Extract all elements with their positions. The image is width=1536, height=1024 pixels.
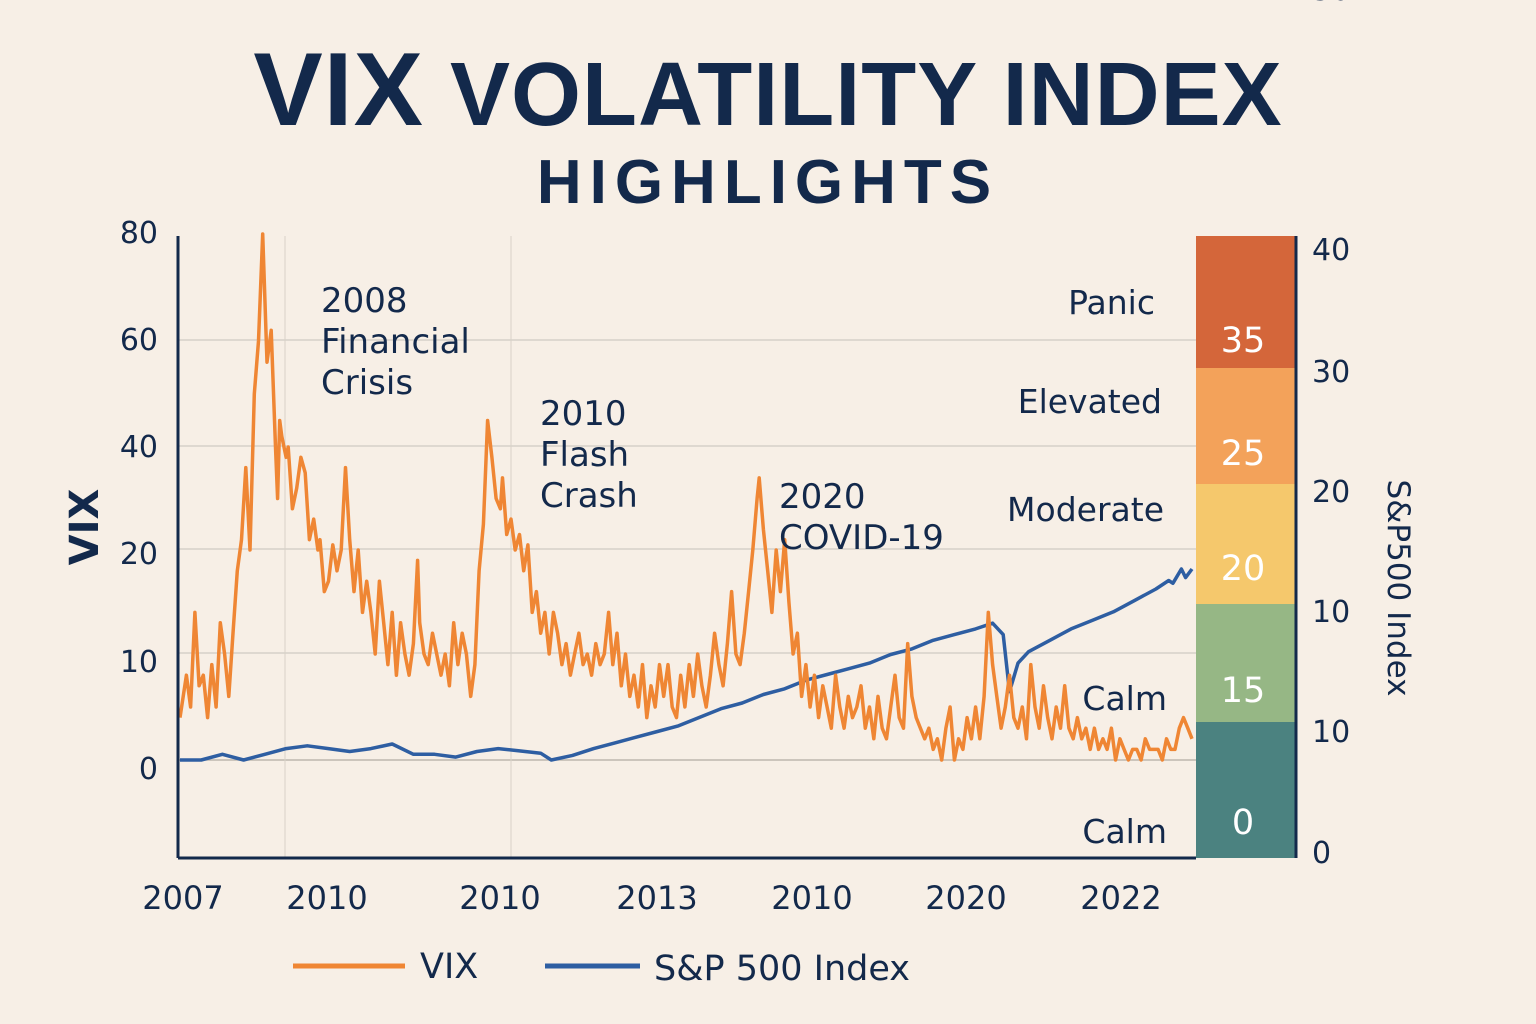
zone-value: 20 — [1221, 549, 1266, 589]
y-tick-label: 0 — [139, 752, 158, 787]
x-tick-label: 2010 — [459, 879, 540, 917]
x-tick-label: 2010 — [286, 879, 367, 917]
zone-value: 25 — [1221, 434, 1266, 474]
zone-value: 0 — [1232, 803, 1254, 843]
zone-calm-band — [1196, 604, 1296, 722]
zone-moderate-band — [1196, 484, 1296, 604]
zone-value: 15 — [1221, 671, 1266, 711]
y2-tick-label: 40 — [1312, 233, 1350, 268]
volatility-zones: 35 Panic 25 Elevated 20 Moderate 15 Calm 0 Calm — [1007, 236, 1296, 858]
annotation-line: 2020 — [779, 477, 866, 517]
x-tick-label: 2007 — [142, 879, 223, 917]
legend: VIX S&P 500 Index — [293, 947, 910, 989]
y2-tick-label: 0 — [1312, 836, 1331, 871]
annotation-line: 2008 — [321, 281, 408, 321]
vix-series-line — [178, 232, 1194, 762]
y2-tick-label: 20 — [1312, 475, 1350, 510]
x-tick-label: 2010 — [771, 879, 852, 917]
annotation-line: COVID-19 — [779, 518, 944, 558]
y2-tick-label: 10 — [1312, 715, 1350, 750]
annotation-line: Flash — [540, 435, 629, 475]
annotation-line: Crash — [540, 476, 638, 516]
zone-label: Panic — [1068, 283, 1155, 322]
zone-elevated-band — [1196, 368, 1296, 484]
title-main: VIX VOLATILITY INDEX — [0, 38, 1536, 145]
zone-label: Elevated — [1018, 382, 1162, 421]
annotation-line: 2010 — [540, 394, 627, 434]
legend-label-vix: VIX — [420, 947, 478, 987]
y2-tick-label: 30 — [1312, 355, 1350, 390]
y-tick-label: 60 — [120, 323, 158, 358]
title-subtitle: HIGHLIGHTS — [536, 148, 1000, 217]
y-axis-title: VIX — [62, 489, 108, 566]
zone-label: Calm — [1082, 812, 1167, 851]
zone-panic-band — [1196, 236, 1296, 368]
chart-title: VIX VOLATILITY INDEX HIGHLIGHTS — [0, 38, 1536, 219]
y2-axis-title: S&P500 Index — [1380, 480, 1416, 697]
legend-label-sp500: S&P 500 Index — [654, 949, 910, 989]
title-rest: VOLATILITY INDEX — [423, 45, 1283, 145]
y-tick-label: 40 — [120, 430, 158, 465]
sp500-series-line — [180, 567, 1194, 762]
annotation-line: Crisis — [321, 363, 413, 403]
y-tick-label: 10 — [120, 645, 158, 680]
x-tick-label: 2013 — [616, 879, 697, 917]
annotation-line: Financial — [321, 322, 470, 362]
y2-tick-label: 50 — [1312, 0, 1350, 8]
y-tick-label: 20 — [120, 537, 158, 572]
title-vix: VIX — [253, 32, 424, 148]
y2-tick-label: 10 — [1312, 595, 1350, 630]
zone-label: Moderate — [1007, 490, 1164, 529]
zone-calm-band — [1196, 722, 1296, 858]
x-tick-label: 2022 — [1080, 879, 1161, 917]
x-tick-label: 2020 — [925, 879, 1006, 917]
y-tick-label: 80 — [120, 216, 158, 251]
zone-label: Calm — [1082, 679, 1167, 718]
zone-value: 35 — [1221, 321, 1266, 361]
